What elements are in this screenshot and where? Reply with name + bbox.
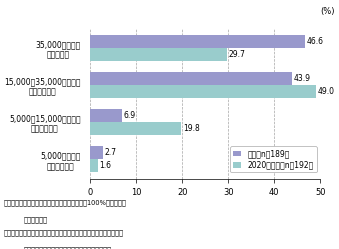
Legend: 現在（n＝189）, 2020年想定（n＝192）: 現在（n＝189）, 2020年想定（n＝192） <box>231 146 317 173</box>
Text: ことがある。: ことがある。 <box>24 217 48 223</box>
Text: 国産業競争力強化に関する調査研究」から作成。: 国産業競争力強化に関する調査研究」から作成。 <box>24 247 112 249</box>
Bar <box>91 123 181 135</box>
Text: 備考：集計において、四捨五入の関係で合計が100%にならない: 備考：集計において、四捨五入の関係で合計が100%にならない <box>3 199 126 206</box>
Bar <box>91 159 98 172</box>
Text: 6.9: 6.9 <box>124 112 136 121</box>
Text: 49.0: 49.0 <box>318 87 335 96</box>
Bar <box>91 146 103 159</box>
Text: 19.8: 19.8 <box>183 124 200 133</box>
Text: 資料：財団法人国際絏済交流財団「競争環境の変化に対応した我が: 資料：財団法人国際絏済交流財団「競争環境の変化に対応した我が <box>3 229 123 236</box>
Text: (%): (%) <box>320 7 335 16</box>
Bar <box>91 48 227 61</box>
Bar <box>91 85 316 98</box>
Text: 2.7: 2.7 <box>105 148 117 157</box>
Text: 46.6: 46.6 <box>306 37 323 46</box>
Text: 43.9: 43.9 <box>294 74 311 83</box>
Text: 29.7: 29.7 <box>229 50 246 59</box>
Bar <box>91 72 292 85</box>
Bar <box>91 110 122 123</box>
Text: 1.6: 1.6 <box>100 161 112 171</box>
Bar <box>91 35 305 48</box>
